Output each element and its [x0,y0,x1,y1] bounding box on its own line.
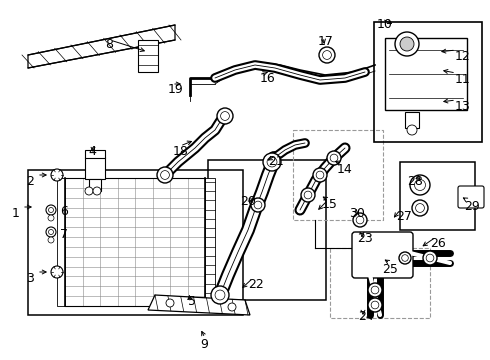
Circle shape [211,286,229,304]
Circle shape [415,180,425,190]
Bar [28,170,243,315]
Text: 17: 17 [318,35,334,48]
Bar [405,112,419,128]
Circle shape [220,112,229,120]
Circle shape [215,290,225,300]
Circle shape [423,251,437,265]
Circle shape [313,168,327,182]
FancyBboxPatch shape [352,232,413,278]
Circle shape [416,204,424,212]
Text: 13: 13 [455,100,471,113]
Text: 28: 28 [407,175,423,188]
Text: 21: 21 [268,155,284,168]
Circle shape [161,171,170,179]
FancyBboxPatch shape [458,186,484,208]
Bar [400,162,475,230]
Circle shape [49,207,53,212]
Bar [205,178,215,306]
Text: 25: 25 [382,263,398,276]
Bar [85,150,105,158]
Text: 8: 8 [105,38,113,51]
Circle shape [426,254,434,262]
Circle shape [400,37,414,51]
Text: 15: 15 [322,198,338,211]
Text: 3: 3 [26,272,34,285]
Text: 26: 26 [430,237,446,250]
Circle shape [395,32,419,56]
Text: 16: 16 [260,72,276,85]
Circle shape [51,266,63,278]
Circle shape [85,187,93,195]
Circle shape [316,171,324,179]
Bar [293,130,383,220]
Text: 30: 30 [349,207,365,220]
Text: 4: 4 [88,145,96,158]
Text: 20: 20 [240,195,256,208]
Circle shape [48,215,54,221]
Circle shape [371,301,379,309]
Circle shape [49,230,53,234]
Polygon shape [28,25,175,68]
Polygon shape [148,295,250,315]
Circle shape [402,255,408,261]
Circle shape [254,201,262,209]
Circle shape [301,188,315,202]
Text: 14: 14 [337,163,353,176]
Circle shape [228,303,236,311]
Circle shape [371,286,379,294]
Circle shape [51,169,63,181]
Text: 6: 6 [60,205,68,218]
Bar [208,160,326,300]
Text: 10: 10 [377,18,393,31]
Circle shape [46,205,56,215]
Circle shape [217,108,233,124]
Circle shape [353,213,367,227]
Circle shape [157,167,173,183]
Text: 24: 24 [358,310,374,323]
Circle shape [327,151,341,165]
Bar [85,157,105,179]
Bar [374,22,482,142]
Bar [385,38,467,110]
Bar [57,178,65,306]
Circle shape [356,216,364,224]
Circle shape [319,47,335,63]
Circle shape [399,252,411,264]
Circle shape [412,200,428,216]
Circle shape [410,175,430,195]
Text: 2: 2 [26,175,34,188]
Circle shape [368,283,382,297]
Text: 22: 22 [248,278,264,291]
Text: 5: 5 [188,295,196,308]
Circle shape [48,237,54,243]
Text: 29: 29 [464,200,480,213]
Text: 12: 12 [455,50,471,63]
Text: 11: 11 [455,73,471,86]
Text: 23: 23 [357,232,373,245]
Text: 19: 19 [168,83,184,96]
Bar [330,248,430,318]
Circle shape [93,187,101,195]
Text: 7: 7 [60,228,68,241]
Bar [138,40,158,72]
Circle shape [330,154,338,162]
Text: 18: 18 [173,145,189,158]
Circle shape [304,191,312,199]
Circle shape [322,51,331,59]
Circle shape [263,153,281,171]
Bar [89,179,101,191]
Text: 27: 27 [396,210,412,223]
Text: 1: 1 [12,207,20,220]
Circle shape [267,157,277,167]
Circle shape [368,298,382,312]
Circle shape [46,227,56,237]
Circle shape [166,299,174,307]
Circle shape [251,198,265,212]
Circle shape [407,125,417,135]
Text: 9: 9 [200,338,208,351]
